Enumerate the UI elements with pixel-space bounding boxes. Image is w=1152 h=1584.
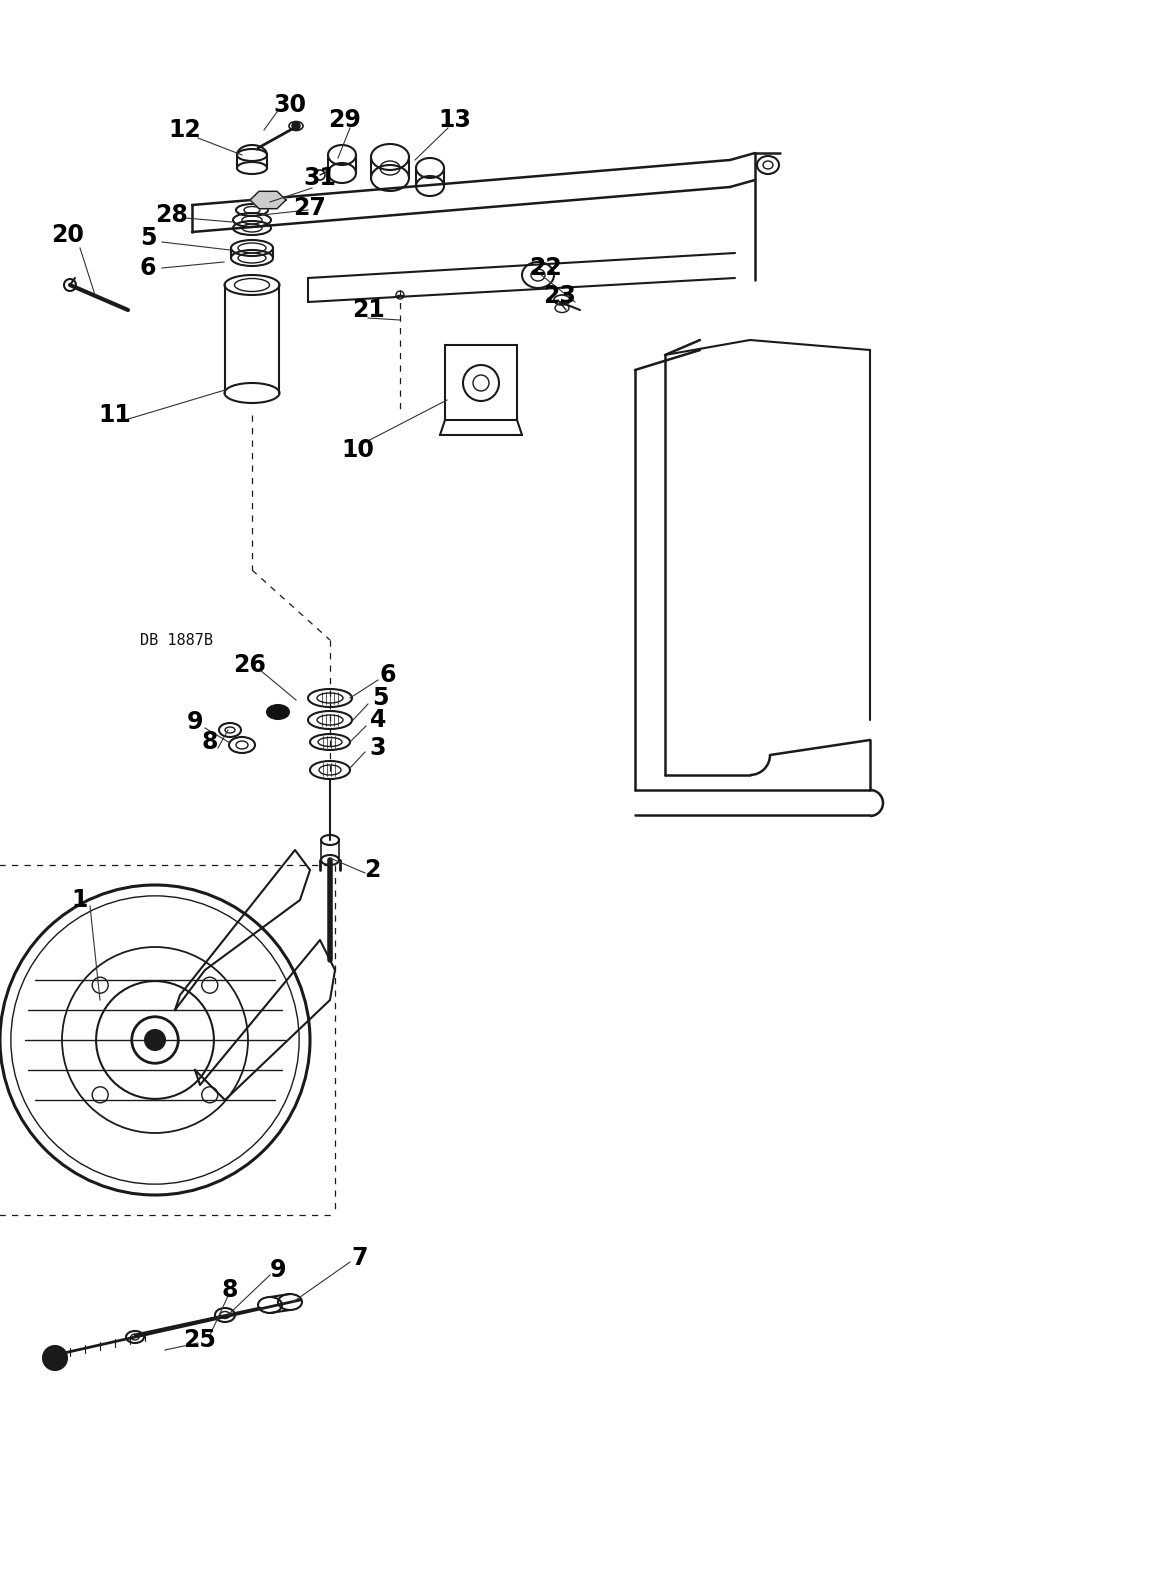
Text: 22: 22 xyxy=(529,257,561,280)
Polygon shape xyxy=(250,192,286,209)
Circle shape xyxy=(43,1346,67,1370)
Text: DB 1887B: DB 1887B xyxy=(141,632,213,648)
Text: 13: 13 xyxy=(439,108,471,131)
Circle shape xyxy=(145,1030,165,1050)
Text: 26: 26 xyxy=(234,653,266,676)
Text: 7: 7 xyxy=(351,1247,369,1270)
Text: 25: 25 xyxy=(183,1327,217,1353)
Text: 21: 21 xyxy=(351,298,385,322)
Text: 3: 3 xyxy=(370,737,386,760)
Text: 31: 31 xyxy=(304,166,336,190)
Text: 10: 10 xyxy=(341,439,374,463)
Text: 30: 30 xyxy=(273,93,306,117)
Text: 23: 23 xyxy=(544,284,576,307)
Text: 8: 8 xyxy=(221,1278,238,1302)
Text: 9: 9 xyxy=(187,710,203,733)
Text: 29: 29 xyxy=(328,108,362,131)
Polygon shape xyxy=(268,705,288,719)
Text: 9: 9 xyxy=(270,1258,286,1281)
Text: 11: 11 xyxy=(99,402,131,428)
Text: 12: 12 xyxy=(168,117,202,143)
Text: 4: 4 xyxy=(370,708,386,732)
Bar xyxy=(445,345,517,420)
Text: 28: 28 xyxy=(156,203,189,227)
Text: 8: 8 xyxy=(202,730,218,754)
Text: 5: 5 xyxy=(372,686,388,710)
Text: 27: 27 xyxy=(294,196,326,220)
Text: 5: 5 xyxy=(139,227,157,250)
Text: 20: 20 xyxy=(52,223,84,247)
Text: 1: 1 xyxy=(71,889,89,912)
Circle shape xyxy=(291,122,300,130)
Text: 6: 6 xyxy=(380,664,396,687)
Text: 2: 2 xyxy=(364,859,380,882)
Text: 6: 6 xyxy=(139,257,157,280)
